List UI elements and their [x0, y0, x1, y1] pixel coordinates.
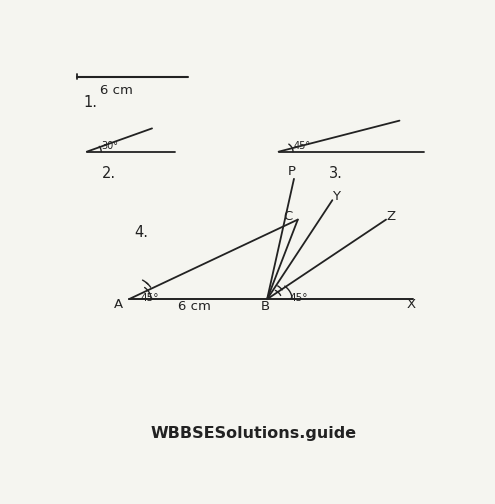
Text: A: A — [114, 298, 123, 311]
Text: Y: Y — [332, 190, 340, 203]
Text: P: P — [287, 165, 296, 178]
Text: 6 cm: 6 cm — [178, 300, 211, 313]
Text: WBBSESolutions.guide: WBBSESolutions.guide — [150, 426, 357, 442]
Text: 2.: 2. — [102, 166, 116, 181]
Text: 3.: 3. — [329, 166, 343, 181]
Text: 1.: 1. — [83, 95, 97, 110]
Text: C: C — [284, 210, 293, 223]
Text: 45°: 45° — [140, 293, 158, 303]
Text: B: B — [261, 300, 270, 313]
Text: 45°: 45° — [294, 141, 311, 151]
Text: X: X — [406, 298, 415, 311]
Text: 30°: 30° — [101, 141, 118, 151]
Text: 45°: 45° — [289, 293, 308, 303]
Text: Z: Z — [387, 210, 396, 223]
Text: 4.: 4. — [135, 225, 149, 240]
Text: 6 cm: 6 cm — [100, 84, 133, 97]
